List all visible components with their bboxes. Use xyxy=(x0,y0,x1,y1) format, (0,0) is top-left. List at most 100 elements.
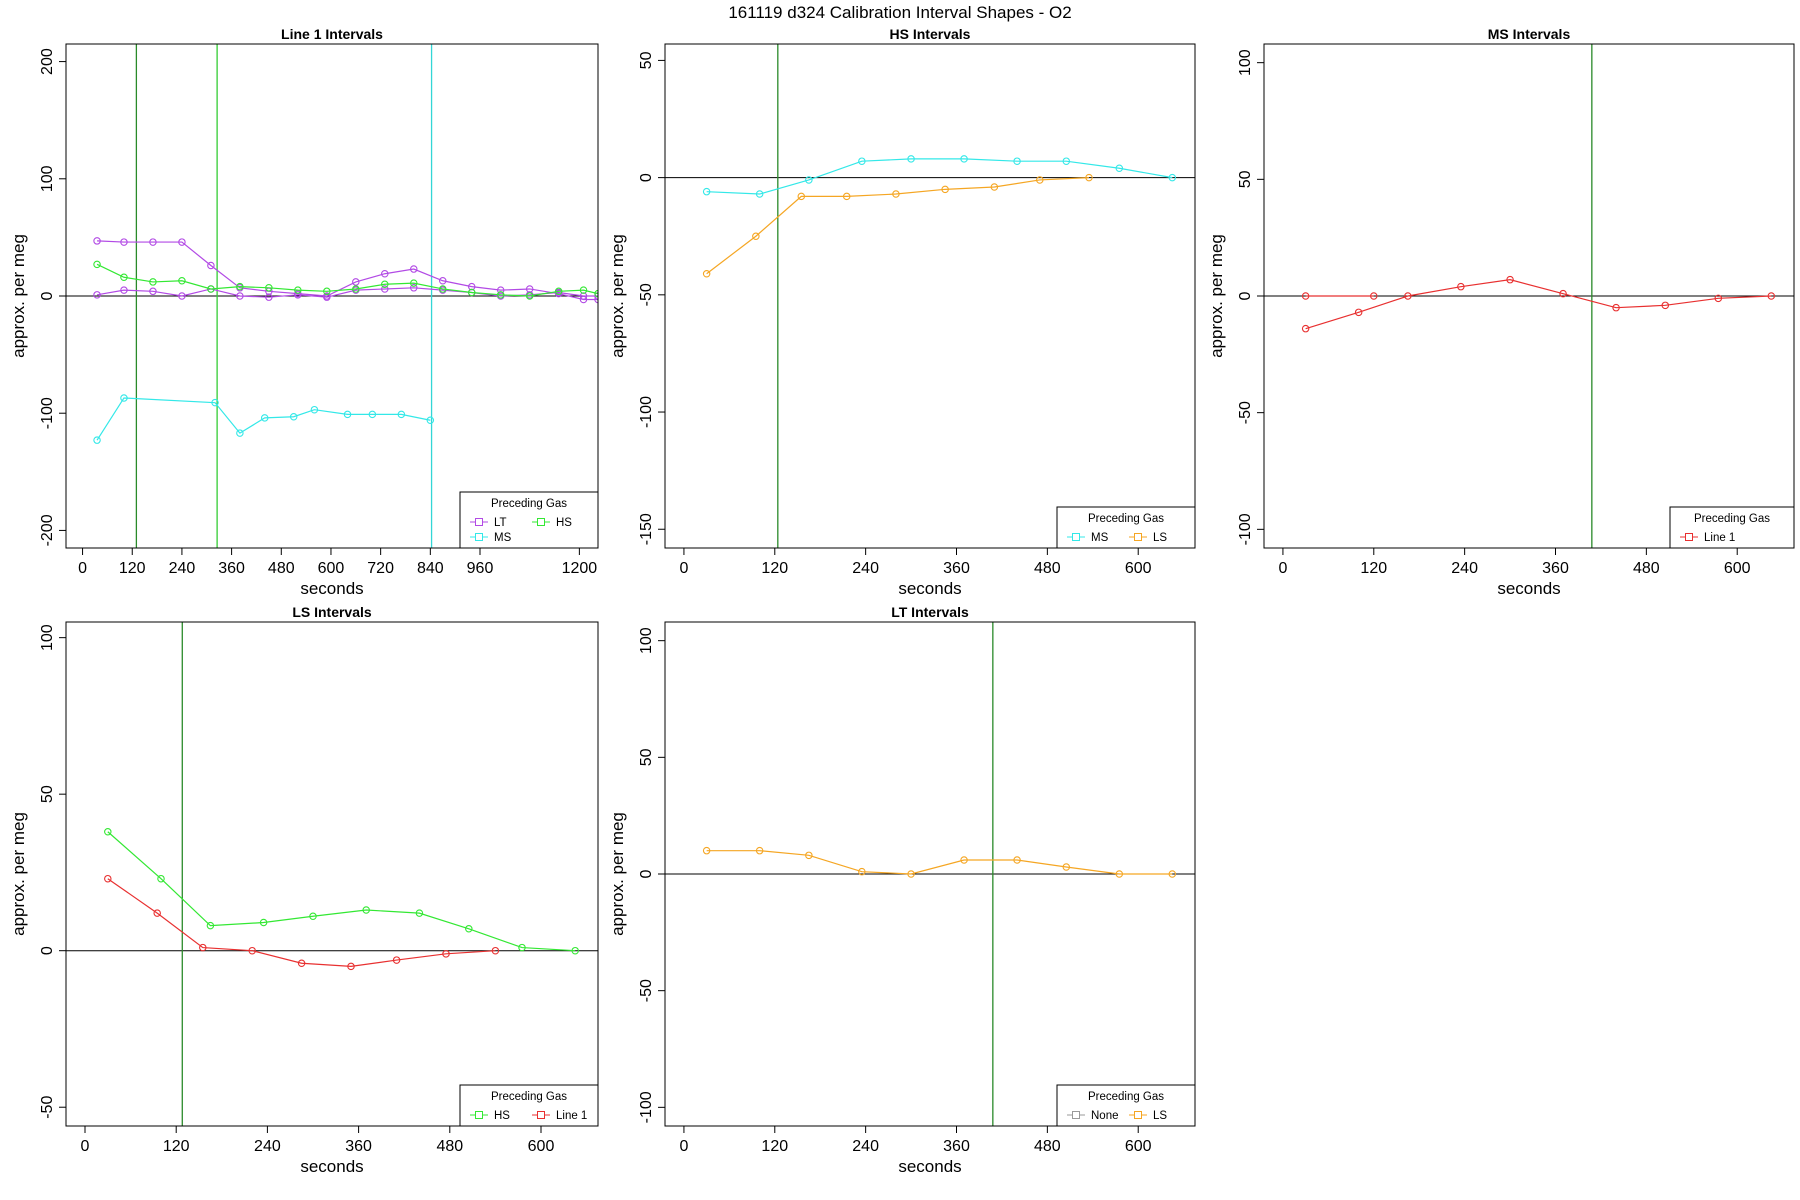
x-axis-label: seconds xyxy=(1497,579,1560,598)
x-tick-label: 120 xyxy=(119,560,146,577)
legend-label-hs: HS xyxy=(556,517,572,529)
data-point-ls xyxy=(752,232,760,240)
series-line-ms xyxy=(96,397,431,441)
legend: Preceding Gas Line 1 xyxy=(1669,506,1795,549)
legend: Preceding Gas LT HS MS xyxy=(459,491,599,549)
y-tick-label: 50 xyxy=(39,785,56,803)
data-point-hs xyxy=(236,282,244,291)
data-point-hs xyxy=(259,918,268,927)
data-point-hs xyxy=(410,279,418,287)
data-point-hs xyxy=(352,285,360,293)
series-line-ms xyxy=(706,158,1173,195)
data-point-line-1 xyxy=(491,946,500,955)
data-point-line-1 xyxy=(1612,303,1620,312)
data-point-line-1 xyxy=(248,946,256,955)
data-point-lt xyxy=(265,293,273,301)
data-point-lt xyxy=(93,291,101,299)
panel-title: MS Intervals xyxy=(1488,26,1571,42)
x-axis-label: seconds xyxy=(898,579,961,598)
chart-panels: Line 1 Intervals 0 120 240 360 480 600 720 840 96… xyxy=(9,26,1795,1176)
data-point-hs xyxy=(206,921,215,930)
y-tick-label: 50 xyxy=(638,51,655,69)
y-tick-label: -50 xyxy=(1237,401,1254,424)
data-point-lt xyxy=(381,285,389,293)
x-tick-label: 480 xyxy=(436,1138,463,1155)
data-point-hs xyxy=(415,909,424,917)
y-tick-label: -100 xyxy=(638,1091,655,1123)
data-point-line-1 xyxy=(442,950,450,958)
data-point-line-1 xyxy=(153,909,161,917)
data-point-ls xyxy=(797,192,806,201)
x-tick-label: 600 xyxy=(1125,560,1152,577)
legend-swatch-marker xyxy=(475,1111,483,1119)
x-tick-label: 240 xyxy=(254,1138,281,1155)
legend: Preceding Gas None LS xyxy=(1056,1084,1196,1127)
legend-box xyxy=(1056,506,1196,549)
data-point-ms xyxy=(289,412,298,421)
x-tick-label: 600 xyxy=(1724,560,1751,577)
data-point-ms xyxy=(1115,164,1124,172)
x-tick-label: 600 xyxy=(528,1138,555,1155)
y-tick-label: 0 xyxy=(1237,291,1254,300)
y-tick-label: 0 xyxy=(39,946,56,955)
data-point-ms xyxy=(397,410,406,419)
x-tick-label: 360 xyxy=(1542,560,1569,577)
plot-frame xyxy=(65,621,599,1127)
data-point-line-1 xyxy=(392,956,401,964)
figure-title: 161119 d324 Calibration Interval Shapes … xyxy=(728,3,1071,22)
data-point-hs xyxy=(571,946,579,955)
data-point-lt xyxy=(178,238,186,246)
data-point-ls xyxy=(1168,870,1177,878)
data-point-line-1 xyxy=(347,962,355,971)
data-point-ms xyxy=(1168,173,1177,182)
data-point-ms xyxy=(368,410,377,419)
data-point-line-1 xyxy=(1370,292,1378,300)
data-point-ms xyxy=(260,414,269,422)
y-tick-label: -100 xyxy=(638,396,655,428)
plot-frame xyxy=(664,43,1196,549)
x-tick-label: 0 xyxy=(679,1138,688,1155)
x-tick-label: 720 xyxy=(367,560,394,577)
data-point-hs xyxy=(438,285,447,293)
y-tick-label: -100 xyxy=(39,397,56,429)
legend-box xyxy=(1056,1084,1196,1127)
data-point-ls xyxy=(702,269,711,278)
y-axis-label: approx. per meg xyxy=(608,234,627,358)
x-tick-label: 0 xyxy=(679,560,688,577)
panel-ls-intervals: LS Intervals 0 120 240 360 480 600 seconds -50 0 5… xyxy=(9,604,599,1176)
data-point-ls xyxy=(702,846,711,855)
y-tick-label: 0 xyxy=(39,291,56,300)
legend-box xyxy=(459,1084,599,1127)
data-point-ls xyxy=(1115,870,1124,878)
data-point-ls xyxy=(858,867,866,876)
x-tick-label: 360 xyxy=(218,560,245,577)
legend-label-ms: MS xyxy=(494,532,512,544)
legend-swatch-marker xyxy=(537,1111,545,1119)
data-point-ls xyxy=(941,185,949,194)
legend-title: Preceding Gas xyxy=(1088,1091,1164,1103)
x-tick-label: 360 xyxy=(345,1138,372,1155)
data-point-line-1 xyxy=(297,959,306,967)
panel-title: LS Intervals xyxy=(292,604,372,620)
y-tick-label: -50 xyxy=(638,283,655,306)
legend-swatch-marker xyxy=(475,518,483,526)
x-tick-label: 240 xyxy=(852,1138,879,1155)
data-point-lt xyxy=(149,287,157,296)
x-tick-label: 360 xyxy=(943,560,970,577)
x-axis-label: seconds xyxy=(300,1157,363,1176)
series-line-ls xyxy=(706,850,1173,875)
legend-swatch-marker xyxy=(1134,1111,1142,1119)
data-point-line-1 xyxy=(1301,324,1310,333)
x-tick-label: 480 xyxy=(1034,1138,1061,1155)
x-tick-label: 240 xyxy=(1451,560,1478,577)
data-point-ms xyxy=(343,410,352,419)
legend-label-lt: LT xyxy=(494,517,507,529)
data-point-lt xyxy=(120,238,128,246)
x-tick-label: 120 xyxy=(761,1138,788,1155)
data-point-ms xyxy=(805,176,813,184)
data-point-hs xyxy=(265,284,273,292)
x-axis-label: seconds xyxy=(300,579,363,598)
series-line-line-1 xyxy=(107,878,496,967)
y-tick-label: -150 xyxy=(638,513,655,545)
